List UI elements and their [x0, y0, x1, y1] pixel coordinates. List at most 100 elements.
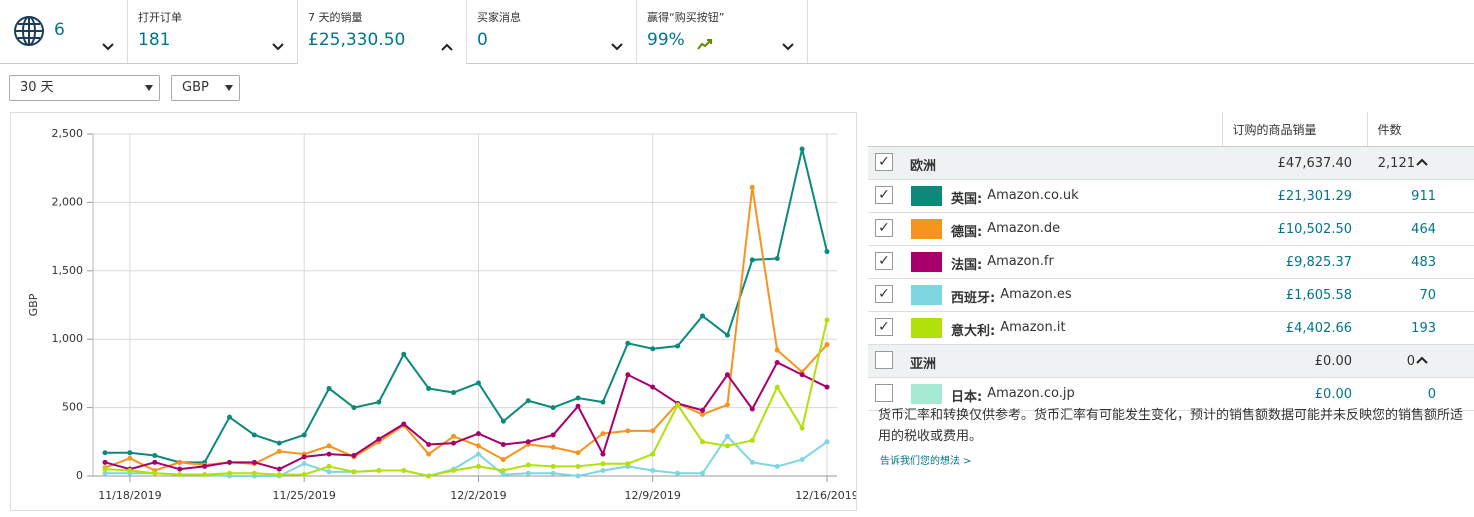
chevron	[441, 43, 453, 51]
country: 英国:	[951, 192, 983, 207]
units: 70	[1367, 278, 1474, 312]
row: 日本: Amazon.co.jp £0.00 0	[868, 377, 1474, 411]
point	[500, 468, 506, 474]
name-cell: ✓ 德国: Amazon.de	[868, 212, 1222, 246]
y-tick-label: 2,000	[52, 195, 84, 208]
site: Amazon.de	[987, 221, 1061, 236]
tab-label: 买家消息	[477, 11, 521, 24]
country: 西班牙:	[951, 291, 996, 306]
tab-label: 赢得“购买按钮”	[647, 11, 725, 24]
point	[650, 384, 656, 390]
point	[276, 472, 282, 478]
checkbox[interactable]: ✓	[875, 219, 893, 237]
header-row: 订购的商品销量 件数	[868, 112, 1474, 147]
tab-label: 打开订单	[138, 11, 182, 24]
tab[interactable]: 买家消息 0	[467, 0, 637, 63]
period-select[interactable]: 30 天	[9, 75, 160, 101]
point	[226, 414, 232, 420]
x-tick-label: 11/18/2019	[98, 489, 161, 502]
point	[650, 451, 656, 457]
point	[675, 470, 681, 476]
point	[700, 439, 706, 445]
point	[799, 146, 805, 152]
column-header: 订购的商品销量	[1221, 112, 1367, 147]
point	[700, 313, 706, 319]
point	[451, 468, 457, 474]
series-line	[105, 148, 828, 464]
point	[500, 472, 506, 478]
checkbox[interactable]: ✓	[875, 285, 893, 303]
point	[824, 249, 830, 255]
chart: GBP 0 500 1,000 1,500 2,000 2,500 11/18/2019 11…	[27, 127, 859, 502]
point	[475, 443, 481, 449]
point	[600, 461, 606, 467]
point	[475, 431, 481, 437]
chevron	[102, 43, 114, 51]
tab[interactable]: 打开订单 181	[128, 0, 298, 63]
group-row: 亚洲 £0.00 0	[868, 344, 1474, 378]
point	[251, 432, 257, 438]
feedback-link[interactable]: 告诉我们您的想法 >	[880, 456, 972, 467]
point	[675, 402, 681, 408]
point	[650, 346, 656, 352]
checkbox[interactable]	[875, 384, 893, 402]
point	[226, 470, 232, 476]
point	[550, 405, 556, 411]
dropdown-arrow	[225, 85, 233, 91]
tab-value: 99%	[647, 30, 685, 50]
name-cell: ✓ 欧洲	[868, 146, 1222, 180]
tab-label: 7 天的销量	[308, 11, 363, 24]
point	[575, 450, 581, 456]
point	[550, 470, 556, 476]
checkbox[interactable]: ✓	[875, 153, 893, 171]
color-swatch	[911, 252, 942, 272]
point	[824, 384, 830, 390]
tab-value: 181	[138, 30, 171, 50]
units: 2,121	[1367, 146, 1474, 180]
checkbox[interactable]	[875, 351, 893, 369]
units: 0	[1367, 377, 1474, 411]
point	[774, 463, 780, 469]
tab[interactable]: 6	[0, 0, 128, 63]
checkbox[interactable]: ✓	[875, 186, 893, 204]
units: 464	[1367, 212, 1474, 246]
point	[451, 440, 457, 446]
currency-select[interactable]: GBP	[171, 75, 240, 101]
chevron-path	[272, 43, 284, 51]
point	[451, 390, 457, 396]
point	[575, 395, 581, 401]
point	[251, 470, 257, 476]
point	[376, 436, 382, 442]
point	[127, 450, 133, 456]
period-text: 30 天	[20, 80, 54, 95]
name-cell: ✓ 法国: Amazon.fr	[868, 245, 1222, 279]
sales: £21,301.29	[1222, 179, 1367, 213]
point	[251, 459, 257, 465]
units: 193	[1367, 311, 1474, 345]
checkbox[interactable]: ✓	[875, 318, 893, 336]
series-line	[105, 434, 828, 478]
point	[749, 459, 755, 465]
point	[774, 384, 780, 390]
globe-icon	[14, 16, 44, 46]
tab[interactable]: 赢得“购买按钮” 99%	[637, 0, 808, 63]
sales: £0.00	[1222, 344, 1367, 378]
tab[interactable]: 7 天的销量 £25,330.50	[298, 0, 467, 64]
country: 日本:	[951, 390, 983, 405]
country: 意大利:	[951, 324, 996, 339]
units: 0	[1367, 344, 1474, 378]
point	[799, 457, 805, 463]
point	[650, 428, 656, 434]
point	[102, 470, 108, 476]
units: 911	[1367, 179, 1474, 213]
y-tick-label: 1,500	[52, 264, 84, 277]
point	[475, 380, 481, 386]
sales: £0.00	[1222, 377, 1367, 411]
group-name: 欧洲	[910, 159, 937, 174]
sales: £1,605.58	[1222, 278, 1367, 312]
checkbox[interactable]: ✓	[875, 252, 893, 270]
point	[600, 399, 606, 405]
sales: £47,637.40	[1222, 146, 1367, 180]
point	[600, 451, 606, 457]
y-tick-label: 0	[76, 469, 83, 482]
